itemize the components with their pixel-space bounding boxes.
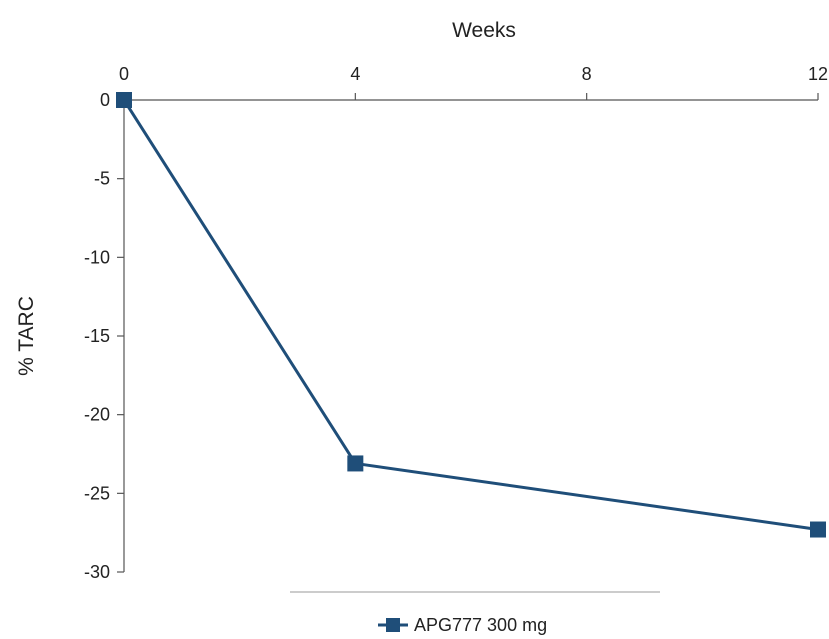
data-point xyxy=(347,455,364,472)
legend-marker-swatch xyxy=(386,618,400,632)
x-tick-label: 0 xyxy=(119,64,129,84)
x-tick-label: 4 xyxy=(350,64,360,84)
series-layer xyxy=(116,92,826,538)
series-line xyxy=(122,99,819,532)
x-axis: 0 4 8 12 xyxy=(119,64,828,101)
y-tick-label: 0 xyxy=(100,90,110,110)
x-axis-title: Weeks xyxy=(452,19,516,42)
legend-label: APG777 300 mg xyxy=(414,615,547,635)
y-axis: 0 -5 -10 -15 -20 -25 -30 xyxy=(84,90,125,582)
data-point xyxy=(810,521,826,538)
data-point xyxy=(116,92,132,108)
y-tick-label: -10 xyxy=(84,247,110,267)
y-tick-label: -15 xyxy=(84,326,110,346)
legend: APG777 300 mg xyxy=(378,615,547,635)
y-tick-label: -5 xyxy=(94,169,110,189)
y-tick-label: -30 xyxy=(84,562,110,582)
x-tick-label: 8 xyxy=(582,64,592,84)
y-tick-label: -20 xyxy=(84,405,110,425)
y-tick-label: -25 xyxy=(84,483,110,503)
x-tick-label: 12 xyxy=(808,64,828,84)
y-axis-title: % TARC xyxy=(15,296,38,376)
